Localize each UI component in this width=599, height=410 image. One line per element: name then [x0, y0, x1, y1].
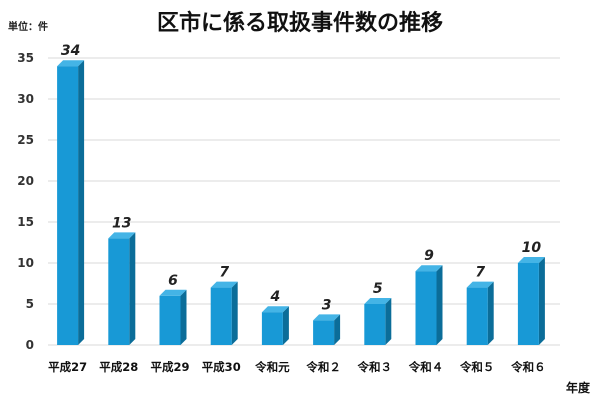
bar-side — [334, 314, 341, 345]
x-tick-label: 令和６ — [510, 360, 546, 374]
bar-side — [78, 60, 85, 345]
bar — [261, 306, 289, 345]
bar — [159, 289, 187, 345]
y-tick-label: 15 — [17, 215, 34, 229]
x-tick-label: 令和２ — [305, 360, 341, 374]
bars — [57, 60, 545, 345]
bar — [466, 281, 494, 345]
bar-top — [313, 314, 341, 321]
x-axis: 平成27 平成28 平成29 平成30 令和元 令和２ 令和３ 令和４ 令和５ 令和６ — [48, 360, 546, 374]
bar-front — [108, 238, 130, 345]
bar-side — [129, 232, 136, 345]
bar-side — [538, 257, 545, 345]
data-label: 10 — [522, 240, 542, 256]
bar-side — [231, 281, 238, 345]
x-tick-label: 令和５ — [459, 360, 495, 374]
bar — [415, 265, 443, 345]
bar — [210, 281, 238, 345]
x-tick-label: 平成27 — [48, 360, 87, 374]
data-label: 34 — [61, 43, 80, 59]
x-tick-label: 令和３ — [357, 360, 393, 374]
bar-front — [210, 287, 232, 345]
unit-label: 単位：件 — [8, 20, 48, 33]
x-tick-label: 平成30 — [202, 360, 241, 374]
bar-top — [517, 257, 545, 263]
y-axis: 0 5 10 15 20 25 30 35 — [17, 51, 34, 352]
bar — [364, 298, 392, 345]
data-label: 13 — [112, 215, 131, 231]
data-label: 3 — [322, 297, 332, 313]
chart-title: 区市に係る取扱事件数の推移 — [157, 10, 443, 36]
x-axis-title: 年度 — [566, 380, 591, 395]
bar-front — [466, 287, 488, 345]
data-label: 6 — [168, 273, 178, 289]
bar-front — [517, 263, 539, 345]
x-tick-label: 令和元 — [254, 360, 290, 374]
bar — [108, 232, 136, 345]
bar-side — [282, 306, 289, 345]
bar-side — [180, 289, 187, 345]
y-tick-label: 10 — [17, 256, 34, 270]
bar-top — [108, 232, 136, 239]
x-tick-label: 令和４ — [408, 360, 444, 374]
bar — [517, 257, 545, 345]
bar-top — [364, 298, 392, 304]
bar-front — [159, 295, 181, 345]
y-tick-label: 25 — [17, 133, 34, 147]
x-tick-label: 平成29 — [150, 360, 189, 374]
y-tick-label: 20 — [17, 174, 34, 188]
y-tick-label: 30 — [17, 92, 34, 106]
bar-top — [210, 281, 238, 288]
y-tick-label: 0 — [26, 338, 34, 352]
bar-side — [436, 265, 443, 345]
data-label: 7 — [475, 265, 485, 281]
bar — [313, 314, 341, 345]
bar-side — [487, 281, 494, 345]
bar-top — [57, 60, 85, 67]
bar-side — [385, 298, 392, 345]
data-label: 7 — [219, 265, 229, 281]
bar-front — [261, 312, 283, 345]
data-labels: 34 13 6 7 4 3 5 9 7 10 — [61, 43, 542, 313]
data-label: 4 — [270, 289, 281, 305]
bar-front — [313, 320, 335, 345]
data-label: 5 — [373, 281, 383, 297]
bar-front — [415, 271, 437, 345]
y-tick-label: 35 — [17, 51, 34, 65]
bar — [57, 60, 85, 345]
bar-top — [261, 306, 289, 313]
y-tick-label: 5 — [26, 297, 34, 311]
bar-top — [466, 281, 494, 288]
x-tick-label: 平成28 — [99, 360, 138, 374]
bar-top — [159, 289, 187, 296]
bar-top — [415, 265, 443, 272]
data-label: 9 — [424, 248, 434, 264]
bar-front — [364, 304, 386, 345]
bar-front — [57, 66, 79, 345]
